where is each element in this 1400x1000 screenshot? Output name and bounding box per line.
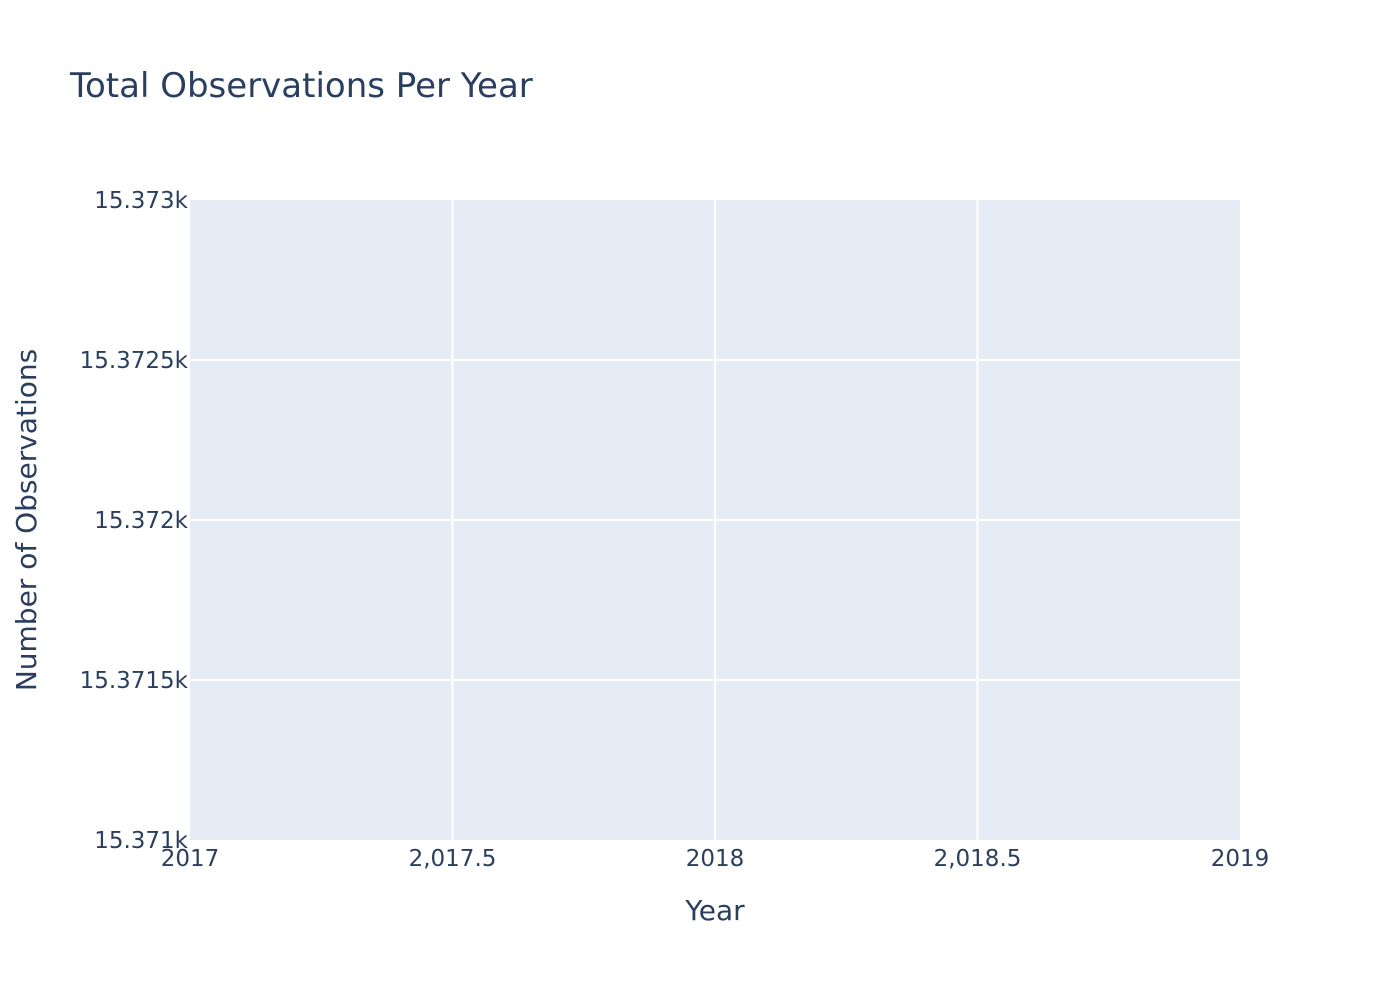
y-tick-label: 15.371k xyxy=(94,828,188,854)
x-tick-label: 2,017.5 xyxy=(409,846,497,872)
x-tick-label: 2019 xyxy=(1211,846,1270,872)
grid-lines xyxy=(190,200,1240,840)
y-tick-label: 15.3725k xyxy=(80,348,189,374)
y-tick-label: 15.373k xyxy=(94,188,188,214)
x-tick-label: 2,018.5 xyxy=(934,846,1022,872)
x-axis-ticks: 2017 2,017.5 2018 2,018.5 2019 xyxy=(161,846,1270,872)
y-tick-label: 15.3715k xyxy=(80,668,189,694)
chart-title: Total Observations Per Year xyxy=(70,66,533,106)
y-tick-label: 15.372k xyxy=(94,508,188,534)
y-axis-title: Number of Observations xyxy=(10,349,43,691)
y-axis-ticks: 15.371k 15.3715k 15.372k 15.3725k 15.373k xyxy=(80,188,189,854)
x-tick-label: 2017 xyxy=(161,846,220,872)
x-tick-label: 2018 xyxy=(686,846,745,872)
x-axis-title: Year xyxy=(684,894,745,927)
